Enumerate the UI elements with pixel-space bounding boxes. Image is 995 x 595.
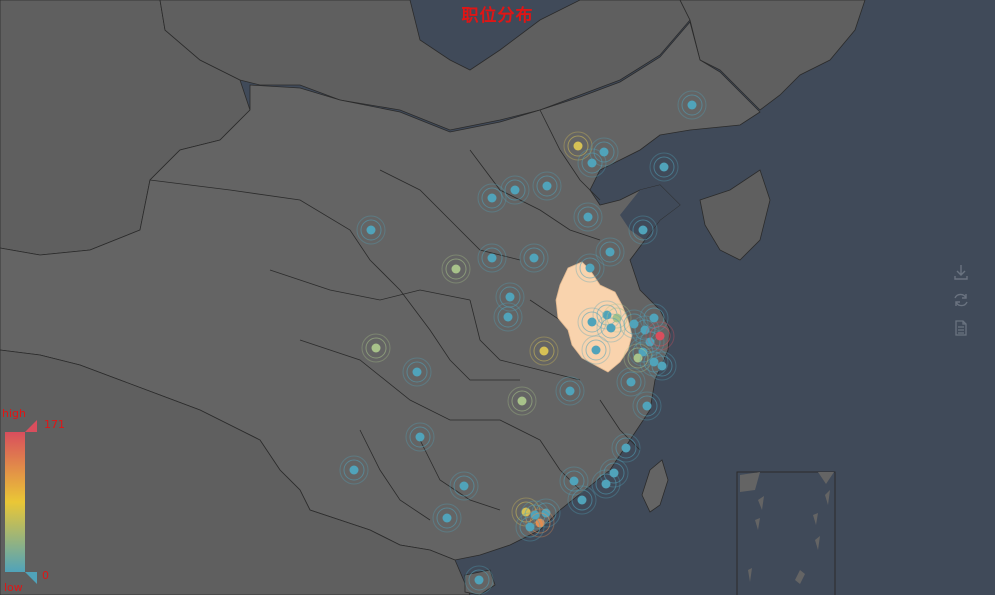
city-point[interactable] xyxy=(573,202,603,232)
city-point[interactable] xyxy=(589,137,619,167)
city-point[interactable] xyxy=(559,466,589,496)
city-point[interactable] xyxy=(477,243,507,273)
city-point[interactable] xyxy=(575,253,605,283)
city-point[interactable] xyxy=(567,485,597,515)
city-point[interactable] xyxy=(507,386,537,416)
city-point[interactable] xyxy=(515,512,545,542)
city-point[interactable] xyxy=(577,148,607,178)
visual-map-gradient-bar[interactable] xyxy=(0,415,50,595)
city-point[interactable] xyxy=(616,367,646,397)
city-point[interactable] xyxy=(577,307,607,337)
toolbox xyxy=(951,262,973,346)
city-point[interactable] xyxy=(602,303,632,333)
download-icon xyxy=(954,265,968,280)
city-point[interactable] xyxy=(649,152,679,182)
city-point[interactable] xyxy=(611,433,641,463)
visual-map-min-value: 0 xyxy=(42,569,49,582)
city-point[interactable] xyxy=(520,500,550,530)
city-point[interactable] xyxy=(581,335,611,365)
refresh-icon xyxy=(954,293,968,307)
city-point[interactable] xyxy=(441,254,471,284)
city-point[interactable] xyxy=(595,237,625,267)
land xyxy=(0,0,866,595)
visual-map-bottom-handle[interactable] xyxy=(25,572,37,584)
data-view-icon xyxy=(955,320,967,336)
city-points xyxy=(339,90,707,595)
city-point[interactable] xyxy=(647,351,677,381)
data-view-button[interactable] xyxy=(951,318,971,338)
visual-map-max-value: 171 xyxy=(44,418,65,431)
city-point[interactable] xyxy=(493,302,523,332)
city-point[interactable] xyxy=(464,565,494,595)
city-point[interactable] xyxy=(619,309,649,339)
city-point[interactable] xyxy=(477,183,507,213)
city-point[interactable] xyxy=(339,455,369,485)
visual-map-top-handle[interactable] xyxy=(25,420,37,432)
visual-map-legend: high 171 0 low xyxy=(0,405,80,595)
yellow-sea xyxy=(620,185,680,240)
city-point[interactable] xyxy=(529,336,559,366)
south-china-sea-inset xyxy=(736,471,836,595)
city-point[interactable] xyxy=(519,243,549,273)
map-title: 职位分布 xyxy=(461,6,534,26)
city-point[interactable] xyxy=(432,503,462,533)
city-point[interactable] xyxy=(645,321,675,351)
city-point[interactable] xyxy=(532,171,562,201)
city-point[interactable] xyxy=(500,175,530,205)
city-point[interactable] xyxy=(630,315,660,345)
city-point[interactable] xyxy=(632,391,662,421)
city-point[interactable] xyxy=(591,469,621,499)
highlighted-province-anhui[interactable] xyxy=(555,261,633,373)
city-point[interactable] xyxy=(677,90,707,120)
visual-map-low-label: low xyxy=(4,581,23,594)
city-point[interactable] xyxy=(628,215,658,245)
refresh-button[interactable] xyxy=(951,290,971,310)
download-button[interactable] xyxy=(951,262,971,282)
city-point[interactable] xyxy=(563,131,593,161)
city-point[interactable] xyxy=(495,282,525,312)
city-point[interactable] xyxy=(356,215,386,245)
visual-map-high-label: high xyxy=(2,407,26,420)
city-point[interactable] xyxy=(449,471,479,501)
city-point[interactable] xyxy=(402,357,432,387)
city-point[interactable] xyxy=(555,376,585,406)
city-point[interactable] xyxy=(361,333,391,363)
city-point[interactable] xyxy=(405,422,435,452)
